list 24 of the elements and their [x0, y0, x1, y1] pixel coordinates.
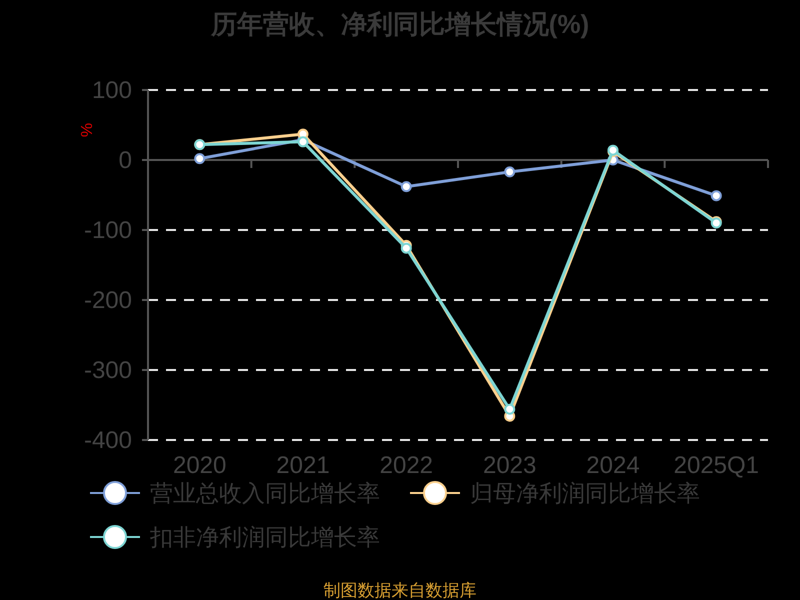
x-tick-label: 2025Q1 — [674, 452, 760, 479]
legend-label: 扣非净利润同比增长率 — [149, 524, 380, 550]
legend-label: 营业总收入同比增长率 — [150, 480, 380, 506]
y-tick-label: -100 — [84, 217, 132, 244]
point — [504, 166, 516, 178]
point — [400, 181, 412, 192]
point — [400, 242, 412, 254]
x-tick-label: 2020 — [172, 452, 226, 479]
x-tick-label: 2024 — [586, 452, 640, 479]
legend-label: 归母净利润同比增长率 — [470, 480, 700, 506]
y-tick-label: -400 — [84, 427, 132, 454]
y-tick-label: 100 — [92, 77, 132, 104]
y-tick-label: -200 — [84, 287, 132, 314]
point — [194, 153, 206, 164]
point — [710, 190, 722, 202]
ylabel: % — [79, 122, 96, 138]
point — [504, 404, 516, 415]
title: 历年营收、净利同比增长情况(%) — [210, 9, 590, 39]
y-tick-label: 0 — [118, 147, 132, 174]
y-tick-label: -300 — [84, 357, 132, 384]
x-tick-label: 2023 — [482, 452, 536, 479]
x-tick-label: 2022 — [380, 452, 434, 479]
x-tick-label: 2021 — [276, 452, 330, 479]
annotation: 制图数据来自数据库 — [324, 581, 476, 600]
